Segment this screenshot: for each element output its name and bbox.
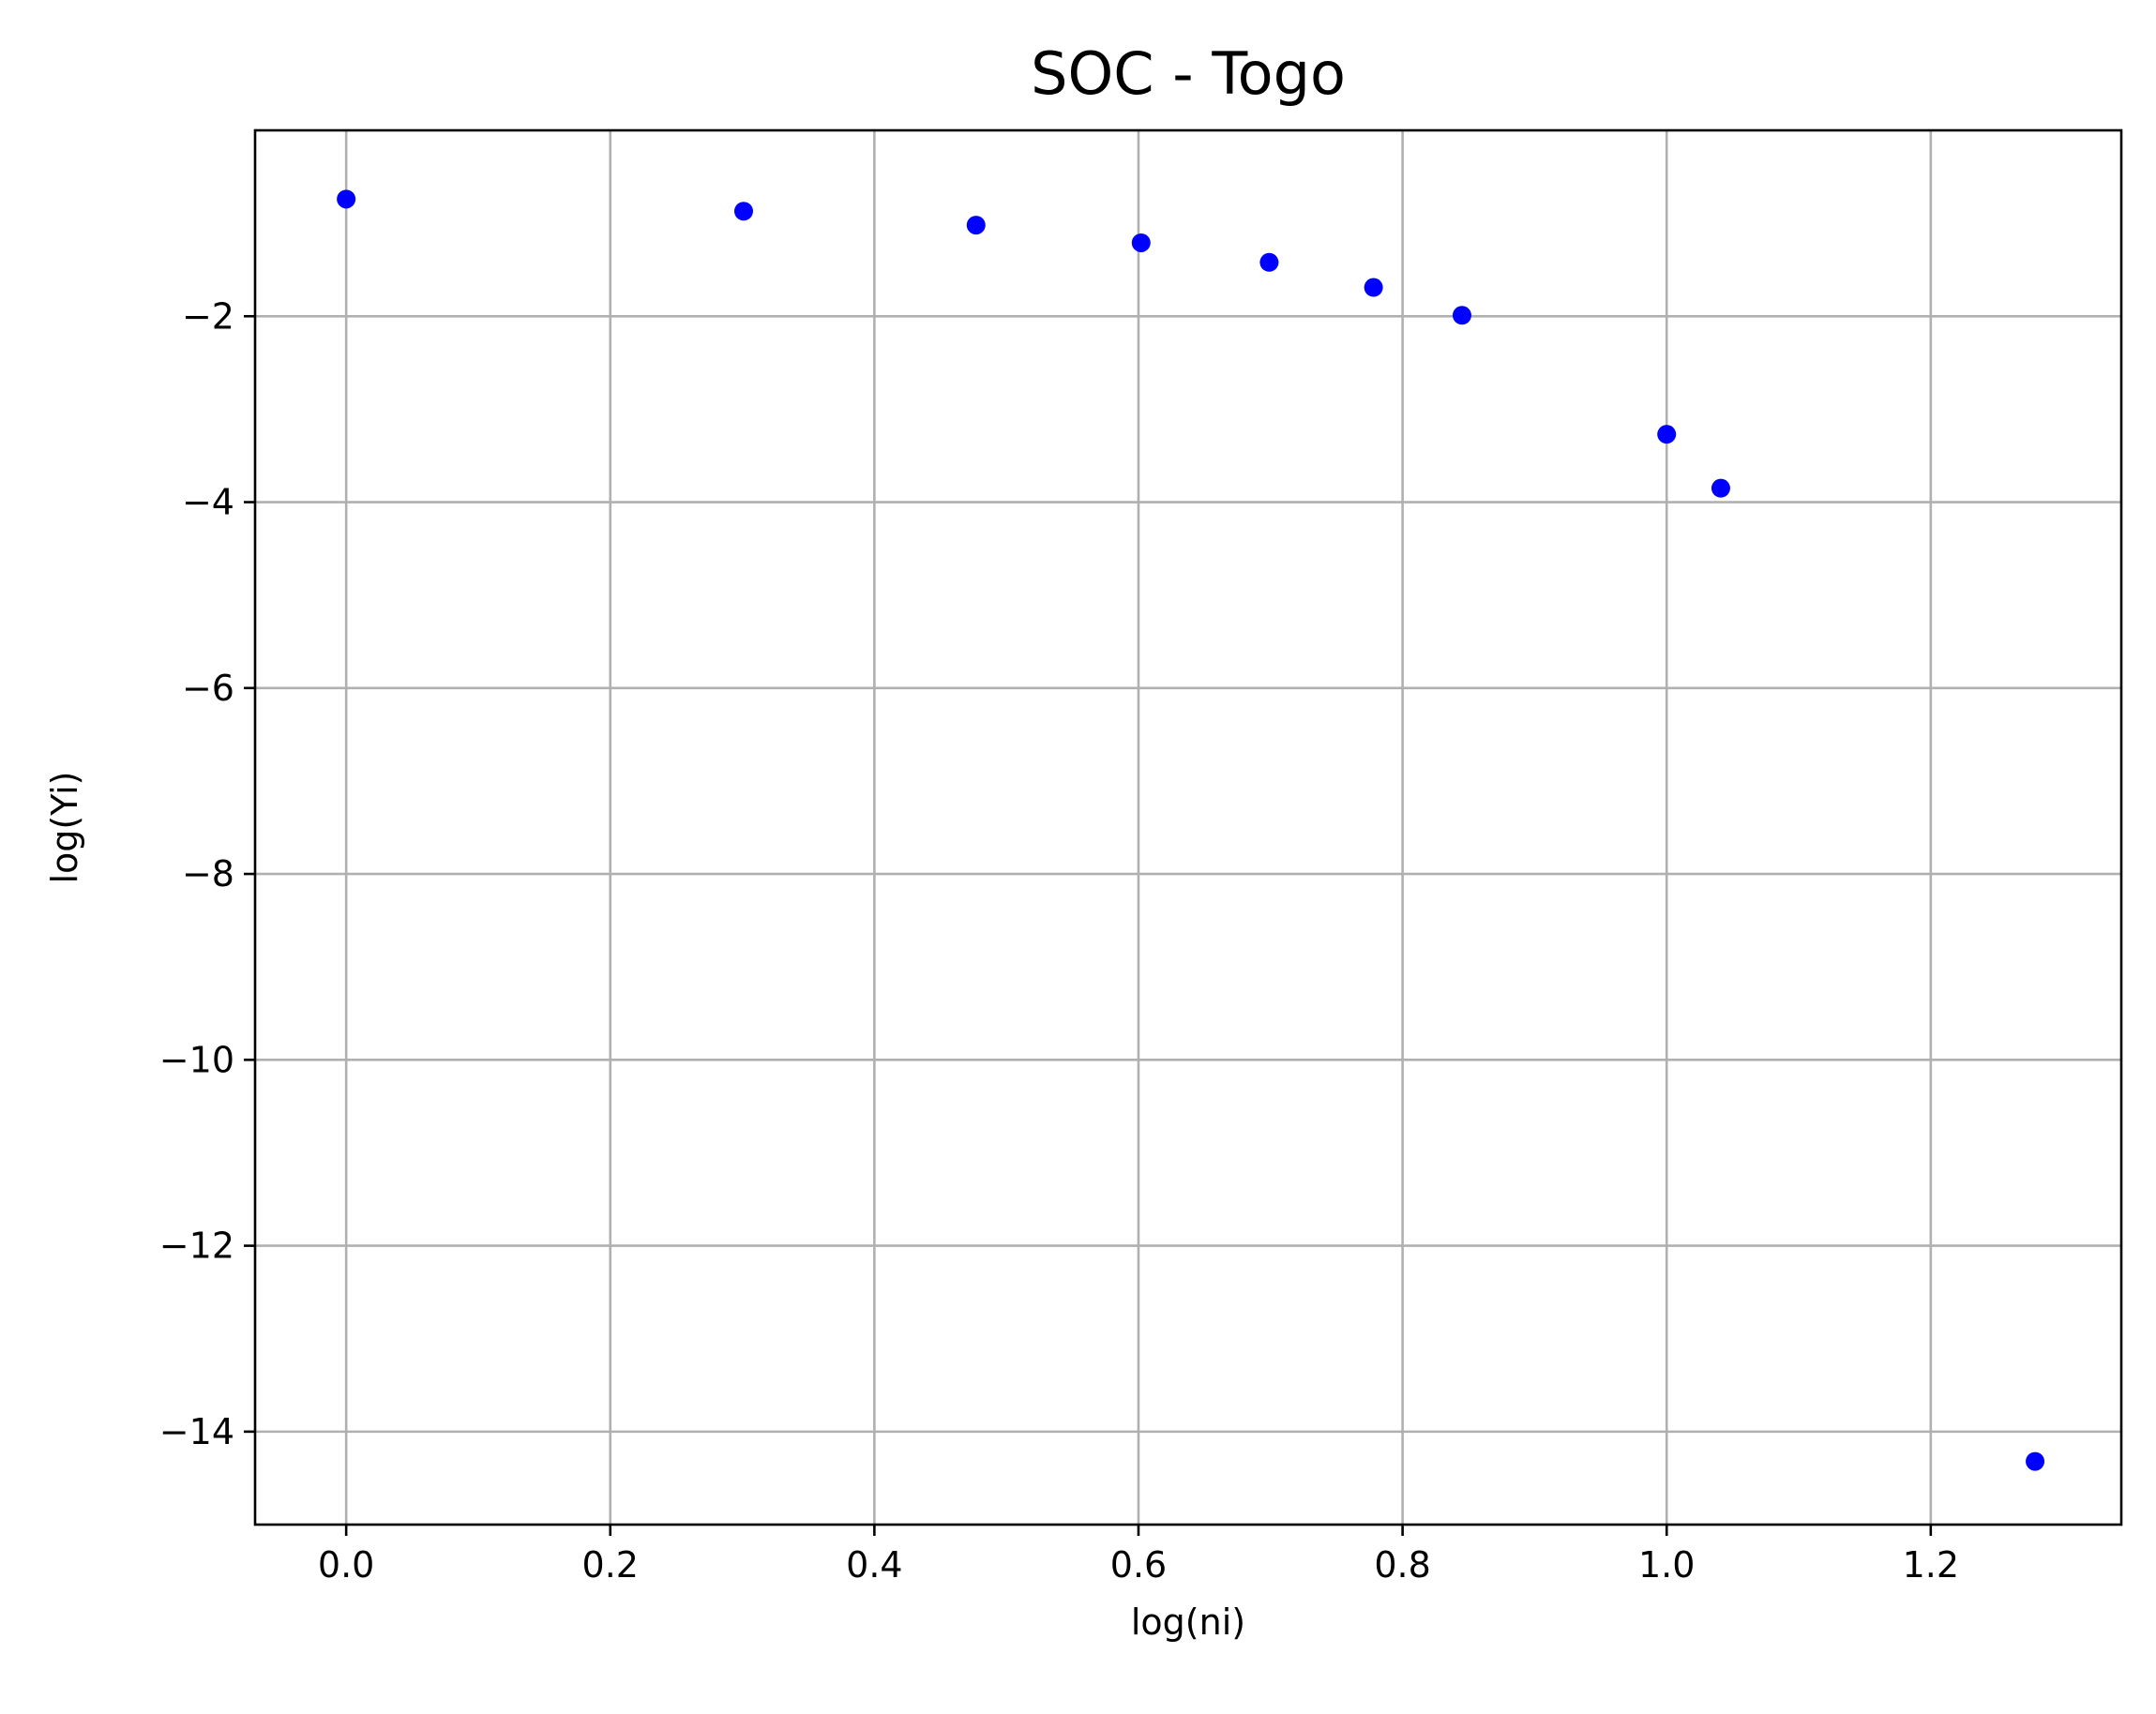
y-tick-label: −10	[159, 1039, 234, 1080]
data-point	[1259, 252, 1279, 272]
data-point	[2026, 1451, 2045, 1471]
data-point	[733, 202, 753, 221]
y-tick-label: −12	[159, 1225, 234, 1267]
y-tick-label: −6	[182, 668, 234, 709]
x-tick-label: 1.2	[1903, 1544, 1959, 1586]
y-tick-label: −8	[182, 853, 234, 895]
data-point	[1364, 278, 1383, 297]
x-axis-label: log(ni)	[1131, 1601, 1245, 1643]
y-axis-label: log(Yi)	[44, 772, 85, 884]
x-tick-label: 0.6	[1110, 1544, 1167, 1586]
x-tick-label: 0.0	[318, 1544, 374, 1586]
x-tick-label: 0.8	[1374, 1544, 1430, 1586]
data-point	[1452, 306, 1471, 325]
x-tick-label: 0.2	[582, 1544, 639, 1586]
grid-lines	[255, 130, 2121, 1525]
y-tick-label: −4	[182, 482, 234, 523]
data-point	[966, 216, 986, 235]
data-points	[337, 189, 2045, 1471]
data-point	[1131, 233, 1151, 252]
data-point	[1657, 425, 1677, 444]
chart-title: SOC - Togo	[1031, 39, 1346, 108]
axis-ticks: 0.0 0.2 0.4 0.6 0.8 1.0 1.2 −2 −4 −6 −8 −10 −12 −14	[159, 295, 1959, 1586]
data-point	[1711, 478, 1730, 498]
y-tick-label: −2	[182, 295, 234, 337]
x-tick-label: 1.0	[1638, 1544, 1695, 1586]
data-point	[337, 189, 356, 209]
y-tick-label: −14	[159, 1411, 234, 1452]
plot-frame	[253, 128, 2123, 1526]
x-tick-label: 0.4	[846, 1544, 902, 1586]
